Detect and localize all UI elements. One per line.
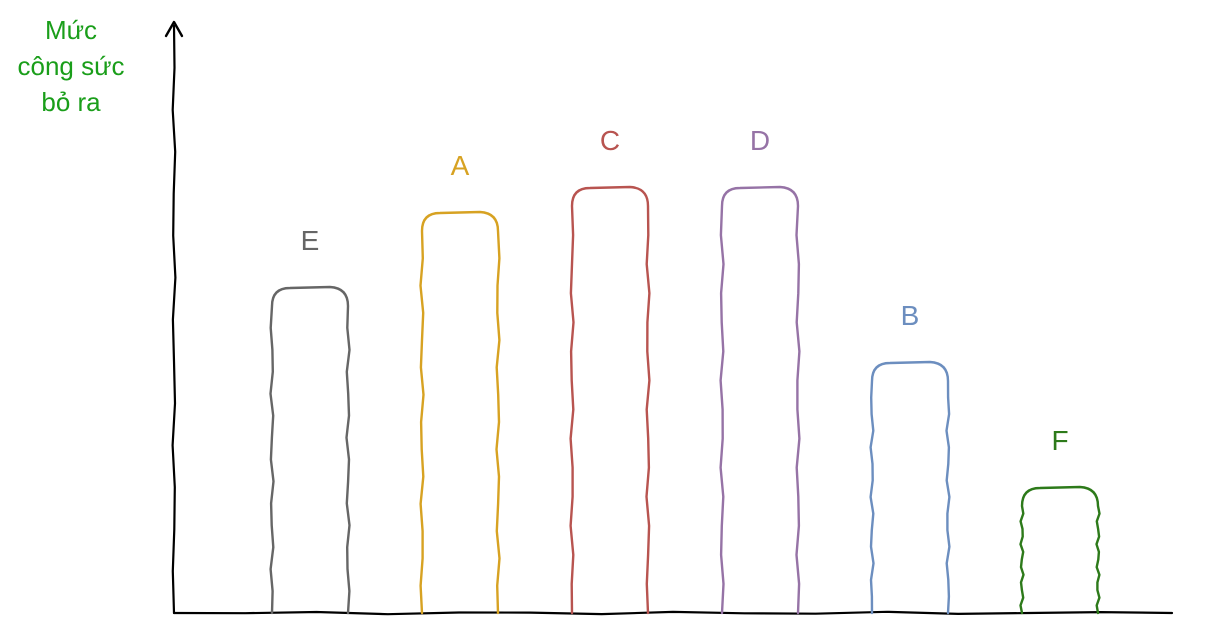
bar-A (419, 210, 501, 615)
bar-E (269, 285, 351, 615)
y-axis-label-line-2: công sức (17, 51, 125, 81)
bar-label-A: A (451, 150, 470, 181)
bar-label-C: C (600, 125, 620, 156)
bar-F (1019, 485, 1101, 615)
x-axis-line (172, 610, 1174, 616)
y-axis-label-line-1: Mức (44, 15, 98, 45)
y-axis-label: Mức công sức bỏ ra (0, 12, 142, 120)
y-axis-arrow-icon (164, 20, 184, 38)
bar-C (569, 185, 651, 615)
bar-label-F: F (1051, 425, 1068, 456)
bar-label-E: E (301, 225, 320, 256)
bar-label-D: D (750, 125, 770, 156)
bar-B (869, 360, 951, 615)
y-axis-line (171, 24, 177, 615)
y-axis-label-line-3: bỏ ra (41, 87, 101, 117)
bar-label-B: B (901, 300, 920, 331)
bar-D (719, 185, 801, 615)
